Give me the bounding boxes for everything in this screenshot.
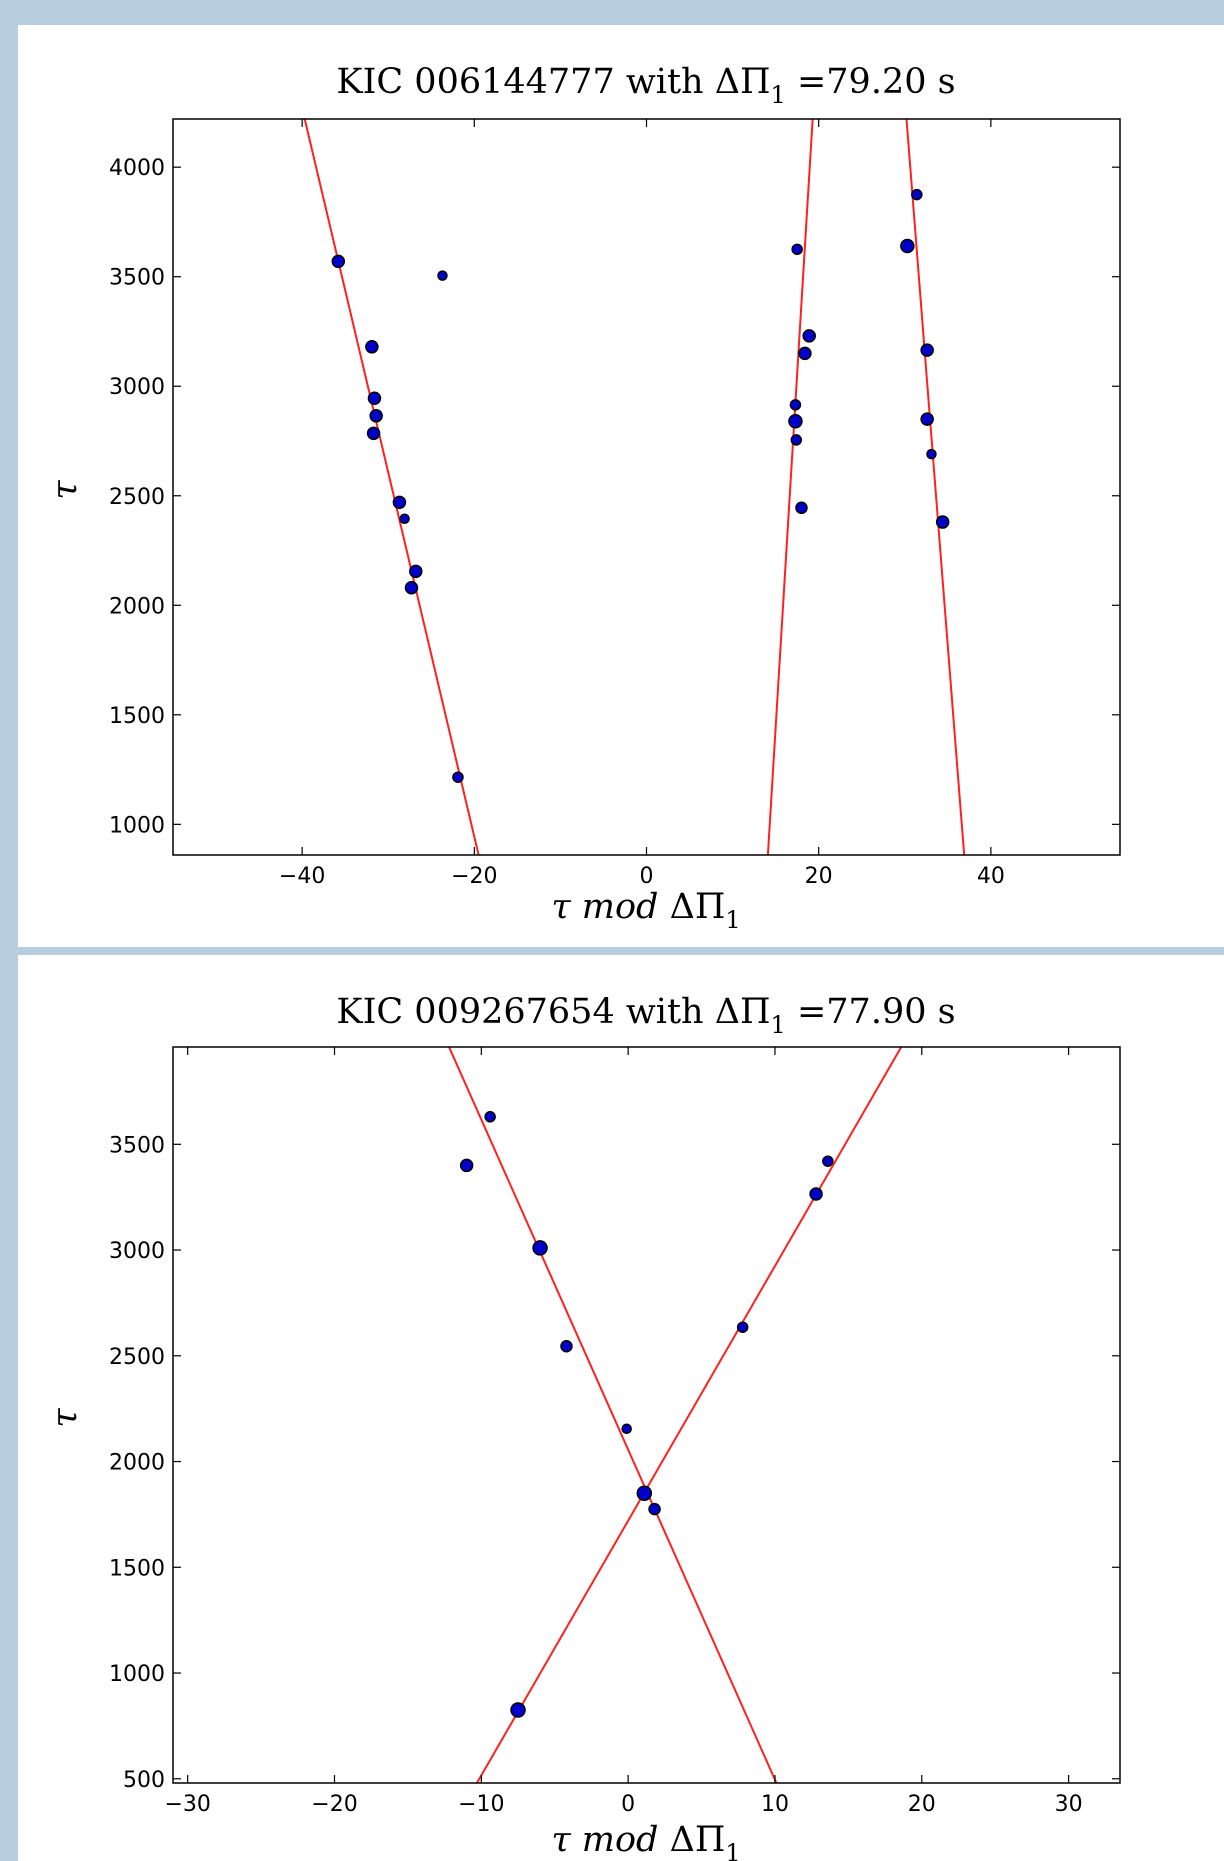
chart-1-title: KIC 006144777 with ΔΠ1 =79.20 s bbox=[336, 62, 955, 109]
chart-1-data-point bbox=[798, 346, 812, 361]
chart-2-x-tick-label: −20 bbox=[311, 1792, 357, 1817]
chart-2-fit-line-2 bbox=[476, 1047, 903, 1783]
chart-1-x-tick-label: 20 bbox=[805, 864, 833, 889]
chart-2-y-tick-label: 1000 bbox=[109, 1662, 165, 1687]
chart-2-x-tick-label: 20 bbox=[908, 1792, 936, 1817]
chart-2-y-tick-label: 3000 bbox=[109, 1239, 165, 1264]
chart-1-data-point bbox=[911, 188, 923, 201]
chart-1-y-tick-label: 3000 bbox=[109, 375, 165, 400]
chart-1-y-tick-label: 3500 bbox=[109, 266, 165, 291]
chart-1-data-point bbox=[789, 399, 802, 411]
chart-1-y-tick-label: 2000 bbox=[109, 594, 165, 619]
chart-1-x-tick-label: −20 bbox=[451, 864, 497, 889]
chart-1-data-point bbox=[437, 270, 448, 281]
chart-panel-2: KIC 009267654 with ΔΠ1 =77.90 s τ mod ΔΠ… bbox=[18, 955, 1224, 1861]
chart-2-y-tick-label: 3500 bbox=[109, 1133, 165, 1158]
chart-1-data-point bbox=[452, 771, 464, 783]
chart-1-y-tick-label: 4000 bbox=[109, 156, 165, 181]
chart-1-fit-line-3 bbox=[905, 119, 966, 855]
chart-2-data-point bbox=[532, 1240, 548, 1256]
chart-2-plot-frame bbox=[172, 1046, 1121, 1784]
chart-1-y-tick-label: 1500 bbox=[109, 704, 165, 729]
chart-1-data-point bbox=[788, 414, 803, 429]
chart-1-x-tick-label: 0 bbox=[640, 864, 654, 889]
chart-1-y-axis-label: τ bbox=[45, 480, 85, 500]
chart-1-y-tick-label: 2500 bbox=[109, 485, 165, 510]
chart-2-data-point bbox=[736, 1321, 749, 1333]
chart-1-data-point bbox=[369, 409, 383, 423]
chart-1-fit-line-2 bbox=[766, 119, 814, 855]
chart-2-x-tick-label: 30 bbox=[1055, 1792, 1083, 1817]
chart-1-y-tick-label: 1000 bbox=[109, 813, 165, 838]
chart-2-fit-line-1 bbox=[448, 1047, 778, 1783]
chart-panel-1: KIC 006144777 with ΔΠ1 =79.20 s τ mod ΔΠ… bbox=[18, 25, 1224, 947]
chart-2-data-point bbox=[560, 1340, 573, 1353]
chart-1-data-point bbox=[926, 448, 937, 460]
chart-1-data-point bbox=[920, 343, 934, 357]
chart-1-x-axis-label: τ mod ΔΠ1 bbox=[551, 887, 740, 934]
chart-2-data-point bbox=[648, 1502, 661, 1516]
chart-2-x-axis-label: τ mod ΔΠ1 bbox=[551, 1820, 740, 1861]
chart-1-svg: KIC 006144777 with ΔΠ1 =79.20 s τ mod ΔΠ… bbox=[45, 62, 1121, 934]
chart-1-x-tick-label: −40 bbox=[279, 864, 325, 889]
chart-1-data-point bbox=[365, 340, 379, 354]
chart-2-title: KIC 009267654 with ΔΠ1 =77.90 s bbox=[336, 992, 955, 1039]
chart-2-data-point bbox=[822, 1155, 834, 1167]
chart-1-fit-line-1 bbox=[303, 119, 480, 855]
chart-2-y-axis-label: τ bbox=[45, 1408, 85, 1428]
chart-1-plot-frame bbox=[172, 118, 1121, 856]
chart-1-data-point bbox=[404, 581, 419, 595]
chart-1-x-tick-label: 40 bbox=[977, 864, 1005, 889]
chart-1-data-point bbox=[392, 495, 407, 510]
chart-1-data-point bbox=[802, 329, 816, 343]
chart-2-x-tick-label: 0 bbox=[621, 1792, 635, 1817]
chart-2-svg: KIC 009267654 with ΔΠ1 =77.90 s τ mod ΔΠ… bbox=[45, 992, 1121, 1861]
chart-1-data-point bbox=[920, 412, 934, 426]
chart-2-data-point bbox=[621, 1423, 632, 1434]
chart-2-x-tick-label: 10 bbox=[761, 1792, 789, 1817]
chart-1-data-point bbox=[331, 254, 346, 269]
chart-1-data-point bbox=[790, 434, 803, 446]
chart-1-data-point bbox=[935, 515, 950, 529]
chart-2-x-tick-label: −10 bbox=[458, 1792, 504, 1817]
chart-1-data-point bbox=[900, 238, 915, 254]
chart-2-y-tick-label: 500 bbox=[123, 1768, 165, 1793]
chart-2-y-tick-label: 2500 bbox=[109, 1345, 165, 1370]
chart-2-data-point bbox=[809, 1187, 823, 1201]
chart-1-data-point bbox=[399, 513, 410, 525]
chart-1-data-point bbox=[795, 501, 808, 515]
chart-2-y-tick-label: 1500 bbox=[109, 1556, 165, 1581]
chart-2-data-point bbox=[459, 1158, 474, 1173]
chart-1-data-point bbox=[366, 426, 381, 441]
chart-2-y-tick-label: 2000 bbox=[109, 1451, 165, 1476]
chart-2-data-point bbox=[636, 1485, 653, 1502]
chart-2-data-point bbox=[484, 1111, 496, 1123]
chart-1-data-point bbox=[367, 391, 382, 406]
chart-2-data-point bbox=[510, 1702, 526, 1718]
chart-1-data-point bbox=[791, 243, 803, 256]
chart-1-data-point bbox=[409, 564, 423, 579]
chart-2-x-tick-label: −30 bbox=[164, 1792, 210, 1817]
